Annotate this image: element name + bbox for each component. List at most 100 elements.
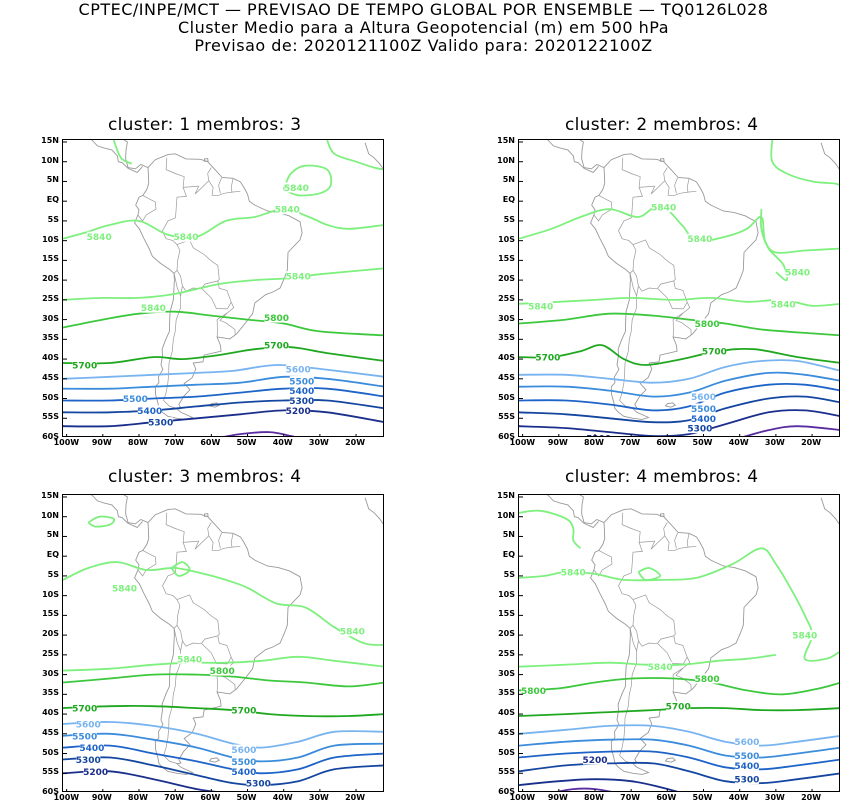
country-border bbox=[208, 535, 241, 551]
coastline bbox=[364, 142, 383, 170]
lat-tick-label: EQ bbox=[46, 550, 59, 560]
contour-label: 5840 bbox=[112, 584, 137, 594]
country-border bbox=[629, 273, 637, 297]
contour-label: 5200 bbox=[83, 768, 108, 778]
lon-tick-label: 60W bbox=[200, 438, 221, 447]
lat-tick-label: 30S bbox=[498, 313, 515, 323]
country-border bbox=[675, 657, 692, 690]
country-border bbox=[632, 594, 676, 637]
country-border bbox=[657, 280, 688, 310]
lat-tick-label: 35S bbox=[42, 333, 59, 343]
map-canvas: 5840 5840 5840 5840 5840 5800 5700 5700 5600 5500… bbox=[519, 140, 839, 436]
lat-tick-label: 50S bbox=[42, 392, 59, 402]
contour-5840 bbox=[63, 561, 383, 646]
lat-tick-label: 10N bbox=[41, 155, 59, 165]
contour-label: 5800 bbox=[521, 687, 546, 697]
lon-tick-label: 70W bbox=[620, 793, 641, 802]
country-border bbox=[632, 270, 674, 292]
lon-tick-label: 100W bbox=[53, 793, 80, 802]
contour-label-bg bbox=[231, 766, 256, 777]
contour-label-bg bbox=[87, 231, 112, 242]
contour-5840 bbox=[170, 561, 191, 577]
lon-tick-label: 30W bbox=[308, 438, 329, 447]
lat-tick-label: 40S bbox=[42, 708, 59, 718]
lat-tick-label: 10S bbox=[498, 589, 515, 599]
island bbox=[660, 158, 665, 162]
map-panel: 5840 5840 5840 5840 5840 5800 5700 5700 5600 5500… bbox=[518, 139, 840, 437]
contour-5840 bbox=[519, 547, 839, 662]
contour-label-bg bbox=[734, 760, 759, 771]
contour-label: 5500 bbox=[691, 405, 716, 415]
country-border bbox=[619, 640, 639, 764]
lon-tick-label: 30W bbox=[764, 793, 785, 802]
contour-label-bg bbox=[691, 413, 716, 424]
lat-tick-label: 5S bbox=[503, 569, 515, 579]
lat-tick-label: 10S bbox=[498, 234, 515, 244]
island bbox=[204, 513, 209, 517]
country-border bbox=[618, 572, 637, 629]
contour-label: 5600 bbox=[231, 746, 256, 756]
contour-label: 5600 bbox=[286, 365, 311, 375]
coastline bbox=[546, 495, 599, 528]
lat-tick-label: 5N bbox=[46, 175, 59, 185]
contour-5840 bbox=[63, 267, 383, 301]
lat-tick-label: 10N bbox=[41, 510, 59, 520]
country-border bbox=[163, 640, 183, 764]
contour-label-bg bbox=[666, 701, 691, 712]
country-border bbox=[619, 285, 639, 409]
panel-title: cluster: 1 membros: 3 bbox=[108, 115, 302, 135]
lon-tick-label: 20W bbox=[801, 793, 822, 802]
contour-5600 bbox=[63, 721, 383, 749]
lat-tick-label: 5S bbox=[47, 214, 59, 224]
contour-label-bg bbox=[535, 352, 560, 363]
coastline bbox=[546, 140, 599, 173]
lat-tick-label: 60S bbox=[498, 432, 515, 441]
contour-5840 bbox=[519, 296, 839, 307]
contour-label: 5600 bbox=[76, 720, 101, 730]
contour-label: 5300 bbox=[687, 425, 712, 435]
panel-title: cluster: 4 membros: 4 bbox=[565, 467, 759, 487]
lat-tick-label: 30S bbox=[498, 668, 515, 678]
lat-tick-label: 15S bbox=[498, 254, 515, 264]
contour-label: 5600 bbox=[691, 393, 716, 403]
country-border bbox=[201, 280, 232, 310]
contour-label-bg bbox=[72, 360, 97, 370]
contour-label: 5400 bbox=[734, 762, 759, 772]
contour-5700 bbox=[63, 705, 383, 718]
contour-label: 5400 bbox=[231, 768, 256, 778]
coastline bbox=[90, 495, 143, 528]
lat-tick-label: 15S bbox=[42, 609, 59, 619]
contour-5500 bbox=[63, 375, 383, 390]
contour-label-bg bbox=[648, 661, 673, 672]
coastline bbox=[590, 508, 759, 775]
contour-5840 bbox=[282, 164, 333, 197]
header-line-2: Cluster Medio para a Altura Geopotencial… bbox=[177, 18, 670, 37]
contour-label: 5500 bbox=[734, 752, 759, 762]
contour-label-bg bbox=[286, 271, 311, 282]
panel-title: cluster: 3 membros: 4 bbox=[108, 467, 302, 487]
contour-label-bg bbox=[286, 405, 311, 416]
contour-5840 bbox=[519, 204, 839, 254]
lon-tick-label: 20W bbox=[345, 438, 366, 447]
coastline bbox=[90, 140, 143, 173]
lat-tick-label: 20S bbox=[498, 274, 515, 284]
contour-5200 bbox=[519, 409, 839, 436]
contour-label: 5840 bbox=[648, 663, 673, 673]
contour-label-bg bbox=[76, 718, 101, 729]
lat-tick-label: 10N bbox=[497, 510, 515, 520]
lat-tick-label: 45S bbox=[42, 372, 59, 382]
country-border bbox=[672, 312, 684, 338]
contour-label: 5840 bbox=[792, 632, 817, 642]
lat-tick-label: 15N bbox=[41, 135, 59, 145]
lon-tick-label: 90W bbox=[547, 438, 568, 447]
coastline bbox=[123, 140, 149, 170]
lon-tick-label: 80W bbox=[583, 438, 604, 447]
map-panel: 5840 5840 5840 5840 5840 5840 5800 5700 5700 5600… bbox=[62, 139, 384, 437]
country-border bbox=[621, 157, 643, 218]
contour-label-bg bbox=[785, 267, 810, 278]
contour-label-bg bbox=[687, 233, 712, 244]
contour-5200 bbox=[519, 778, 679, 791]
contour-label-bg bbox=[734, 736, 759, 747]
contour-label: 5840 bbox=[173, 233, 198, 243]
